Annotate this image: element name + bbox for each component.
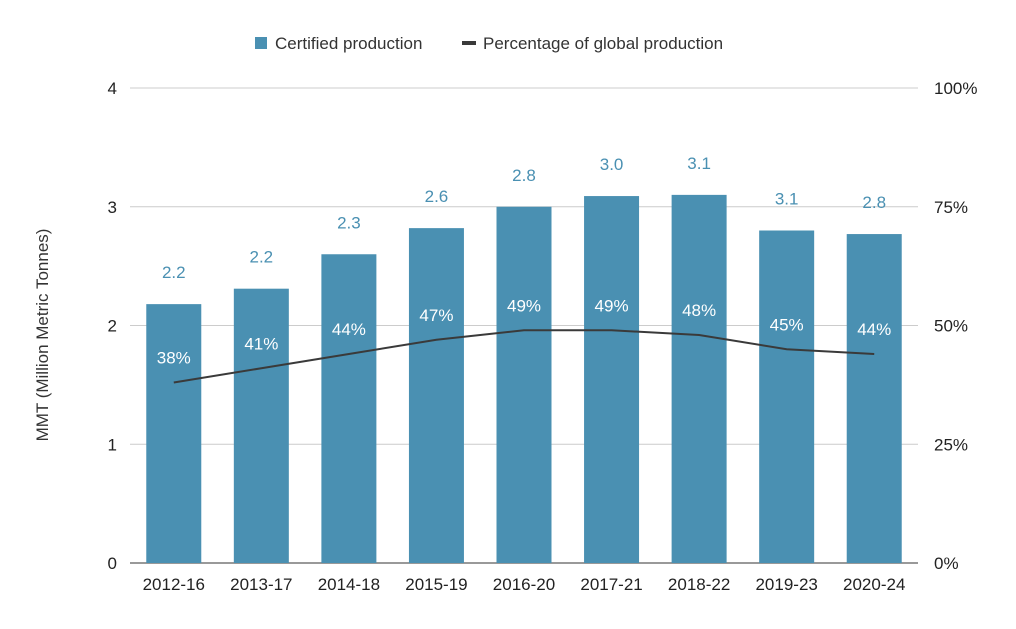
- x-tick-label: 2013-17: [230, 575, 292, 594]
- bar-2015-19: [408, 228, 464, 563]
- legend-swatch-line: [462, 41, 476, 45]
- data-labels: 2.2 2.2 2.3 2.6 2.8 3.0 3.1 3.1 2.8 38% 41% 44% 47% 4…: [157, 154, 891, 368]
- y-tick-label: 1: [108, 435, 117, 454]
- legend: Certified production Percentage of globa…: [255, 34, 723, 53]
- percentage-value-label: 44%: [332, 320, 366, 339]
- bar-2020-24: [846, 234, 902, 563]
- y2-tick-label: 25%: [934, 435, 968, 454]
- percentage-value-label: 48%: [682, 301, 716, 320]
- bars: [146, 194, 902, 563]
- y-tick-label: 4: [108, 79, 117, 98]
- x-tick-label: 2014-18: [318, 575, 380, 594]
- bar-value-label: 3.1: [687, 154, 711, 173]
- y2-tick-label: 0%: [934, 554, 959, 573]
- x-tick-label: 2019-23: [755, 575, 817, 594]
- bar-2013-17: [233, 288, 289, 563]
- x-axis-ticks: 2012-16 2013-17 2014-18 2015-19 2016-20 2017-…: [143, 575, 906, 594]
- bar-2019-23: [759, 230, 815, 563]
- y2-tick-label: 75%: [934, 198, 968, 217]
- bar-2017-21: [584, 196, 640, 563]
- x-tick-label: 2012-16: [143, 575, 205, 594]
- bar-value-label: 2.2: [162, 263, 186, 282]
- percentage-value-label: 44%: [857, 320, 891, 339]
- y-tick-label: 0: [108, 554, 117, 573]
- x-tick-label: 2020-24: [843, 575, 905, 594]
- x-tick-label: 2018-22: [668, 575, 730, 594]
- line-series: [173, 329, 875, 384]
- percentage-value-label: 47%: [419, 306, 453, 325]
- bar-value-label: 2.3: [337, 213, 361, 232]
- bar-value-label: 2.8: [512, 166, 536, 185]
- x-tick-label: 2015-19: [405, 575, 467, 594]
- bar-value-label: 2.8: [862, 193, 886, 212]
- bar-2016-20: [496, 206, 552, 563]
- percentage-line: [173, 329, 875, 384]
- x-tick-label: 2016-20: [493, 575, 555, 594]
- legend-label-bar: Certified production: [275, 34, 422, 53]
- y-axis-ticks: 0 1 2 3 4: [108, 79, 117, 573]
- bar-value-label: 2.2: [250, 248, 274, 267]
- percentage-value-label: 45%: [770, 315, 804, 334]
- bar-value-label: 2.6: [425, 187, 449, 206]
- bar-value-label: 3.1: [775, 190, 799, 209]
- y-axis-label: MMT (Million Metric Tonnes): [33, 229, 52, 442]
- percentage-value-label: 49%: [595, 296, 629, 315]
- y2-tick-label: 50%: [934, 317, 968, 336]
- bar-2014-18: [321, 254, 377, 563]
- percentage-value-label: 41%: [244, 334, 278, 353]
- y-tick-label: 2: [108, 317, 117, 336]
- y2-tick-label: 100%: [934, 79, 977, 98]
- bar-2018-22: [671, 194, 727, 563]
- percentage-value-label: 38%: [157, 349, 191, 368]
- bar-value-label: 3.0: [600, 155, 624, 174]
- legend-label-line: Percentage of global production: [483, 34, 723, 53]
- legend-swatch-bar: [255, 37, 267, 49]
- y2-axis-ticks: 0% 25% 50% 75% 100%: [934, 79, 977, 573]
- y-tick-label: 3: [108, 198, 117, 217]
- percentage-value-label: 49%: [507, 296, 541, 315]
- bar-2012-16: [146, 304, 202, 563]
- x-tick-label: 2017-21: [580, 575, 642, 594]
